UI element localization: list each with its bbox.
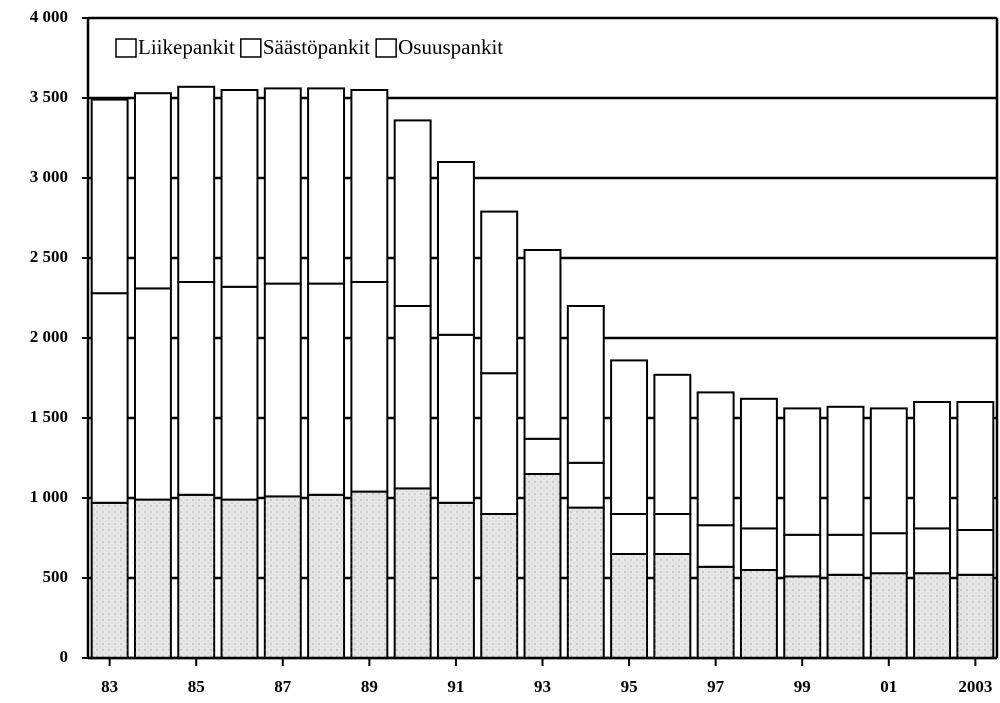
x-tick-label: 97 <box>707 677 725 696</box>
bar-segment <box>90 292 129 504</box>
bar-segment <box>350 281 389 493</box>
legend-label: Osuuspankit <box>398 35 503 59</box>
x-tick-label: 83 <box>101 677 118 696</box>
bar-segment <box>90 98 129 295</box>
bar-segment <box>133 92 172 290</box>
bar-segment <box>177 281 216 496</box>
bar-segment <box>696 391 735 527</box>
bar-segment <box>913 401 952 530</box>
bar-segment <box>436 161 475 336</box>
bar-texture <box>870 573 907 658</box>
bar-texture <box>481 514 518 658</box>
y-tick-label: 3 000 <box>30 167 68 186</box>
bar-segment <box>566 461 605 509</box>
bar-texture <box>351 491 388 658</box>
y-tick-label: 4 000 <box>30 7 68 26</box>
bar-texture <box>567 507 604 658</box>
x-tick-label: 87 <box>274 677 292 696</box>
bar-segment <box>393 119 432 308</box>
bar-texture <box>394 488 431 658</box>
bar-segment <box>480 210 519 375</box>
y-tick-label: 1 500 <box>30 407 68 426</box>
bar-texture <box>524 474 561 658</box>
bar-segment <box>307 87 346 285</box>
x-tick-label: 01 <box>880 677 897 696</box>
bar-texture <box>914 573 951 658</box>
bar-texture <box>740 570 777 658</box>
bar-segment <box>739 397 778 530</box>
bar-texture <box>178 494 215 658</box>
bar-texture <box>308 494 345 658</box>
legend: Liikepankit Säästöpankit Osuuspankit <box>115 35 503 59</box>
bar-segment <box>393 305 432 490</box>
bar-texture <box>264 496 301 658</box>
x-tick-label: 89 <box>361 677 378 696</box>
bar-segment <box>739 527 778 572</box>
bar-segment <box>436 333 475 504</box>
bar-texture <box>957 574 994 658</box>
bar-segment <box>653 513 692 555</box>
y-tick-label: 2 500 <box>30 247 68 266</box>
x-tick-label: 93 <box>534 677 551 696</box>
bar-segment <box>913 527 952 575</box>
legend-label: Liikepankit <box>138 35 235 59</box>
bar-segment <box>653 373 692 515</box>
bar-texture <box>784 576 821 658</box>
bar-segment <box>956 529 995 576</box>
bar-segment <box>133 287 172 501</box>
bar-texture <box>91 502 128 658</box>
bar-segment <box>177 85 216 283</box>
bar-texture <box>437 502 474 658</box>
bar-segment <box>480 372 519 516</box>
legend-swatch <box>375 38 397 58</box>
x-tick-label: 99 <box>794 677 811 696</box>
x-tick-label: 2003 <box>958 677 992 696</box>
legend-swatch <box>115 38 137 58</box>
bar-segment <box>523 437 562 475</box>
bar-segment <box>783 407 822 536</box>
x-tick-label: 95 <box>621 677 638 696</box>
x-tick-label: 91 <box>447 677 464 696</box>
y-tick-label: 3 500 <box>30 87 68 106</box>
bar-texture <box>654 554 691 658</box>
bar-segment <box>263 282 302 498</box>
bar-segment <box>826 533 865 576</box>
bar-segment <box>696 524 735 568</box>
y-tick-label: 1 000 <box>30 487 68 506</box>
bar-segment <box>350 89 389 283</box>
bar-segment <box>610 359 649 515</box>
bar-texture <box>827 574 864 658</box>
bar-segment <box>826 405 865 536</box>
bar-texture <box>221 499 258 658</box>
bar-texture <box>611 554 648 658</box>
bar-segment <box>956 401 995 531</box>
bar-texture <box>134 499 171 658</box>
y-tick-label: 0 <box>60 647 69 666</box>
bar-segment <box>869 407 908 535</box>
bar-segment <box>610 513 649 555</box>
y-tick-label: 2 000 <box>30 327 68 346</box>
legend-swatch <box>240 38 262 58</box>
bar-segment <box>263 87 302 285</box>
y-tick-label: 500 <box>43 567 69 586</box>
legend-label: Säästöpankit <box>263 35 370 59</box>
bar-segment <box>566 305 605 464</box>
bar-segment <box>783 533 822 578</box>
bar-segment <box>307 282 346 496</box>
bar-segment <box>220 89 259 288</box>
bar-segment <box>869 532 908 575</box>
bar-texture <box>697 566 734 658</box>
bar-segment <box>523 249 562 440</box>
bar-segment <box>220 285 259 501</box>
x-tick-label: 85 <box>188 677 205 696</box>
